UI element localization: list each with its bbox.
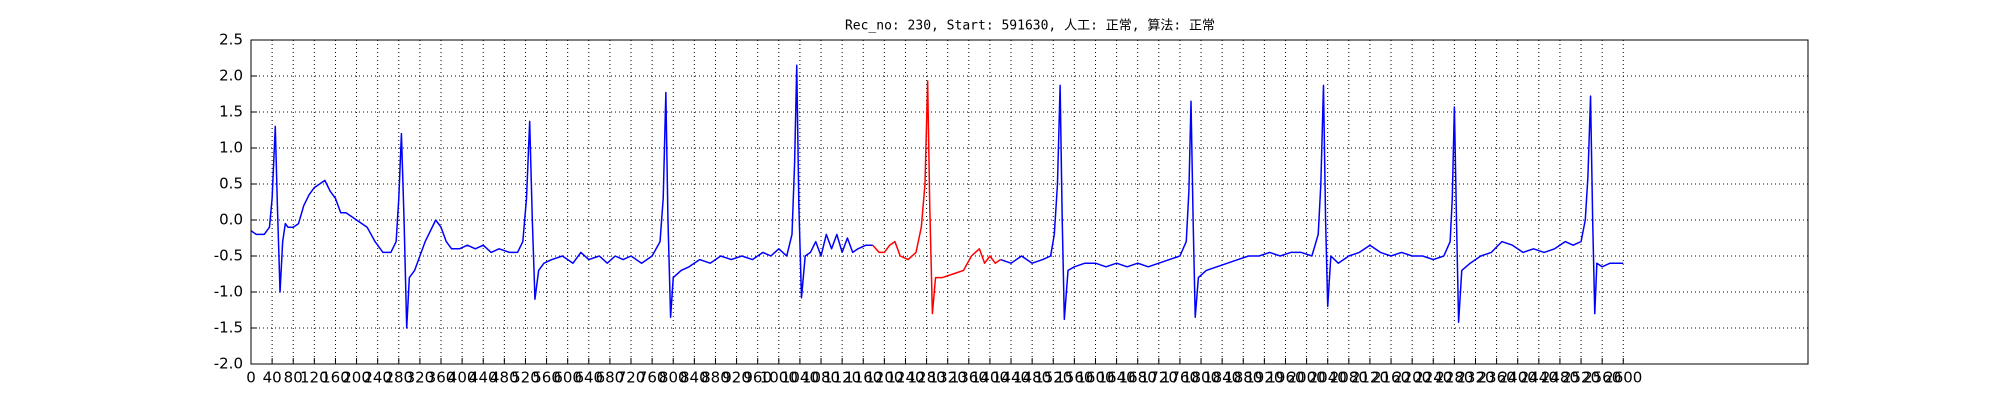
x-tick-label: 880: [701, 369, 730, 387]
y-tick-label: 2.5: [219, 31, 243, 49]
x-tick-label: 1960: [1266, 369, 1304, 387]
x-tick-label: 240: [363, 369, 392, 387]
x-tick-label: 2360: [1478, 369, 1516, 387]
x-tick-label: 840: [680, 369, 709, 387]
x-tick-label: 400: [448, 369, 477, 387]
y-tick-label: -2.0: [214, 355, 243, 373]
x-tick-label: 1360: [950, 369, 988, 387]
x-tick-label: 1160: [844, 369, 882, 387]
x-tick-label: 1520: [1034, 369, 1072, 387]
y-tick-label: 1.5: [219, 103, 243, 121]
x-tick-label: 2400: [1499, 369, 1537, 387]
x-tick-label: 1880: [1224, 369, 1262, 387]
x-tick-label: 1400: [971, 369, 1009, 387]
signal-line: [250, 64, 1624, 329]
chart-title: Rec_no: 230, Start: 591630, 人工: 正常, 算法: …: [845, 19, 1215, 34]
x-tick-label: 2200: [1393, 369, 1431, 387]
x-tick-label: 760: [638, 369, 667, 387]
x-tick-label: 320: [406, 369, 435, 387]
y-tick-label: 2.0: [219, 67, 243, 85]
x-tick-label: 2120: [1351, 369, 1389, 387]
y-tick-label: -0.5: [214, 247, 243, 265]
x-tick-label: 0: [246, 369, 256, 387]
x-tick-label: 40: [263, 369, 282, 387]
x-tick-label: 2320: [1456, 369, 1494, 387]
x-tick-label: 1680: [1119, 369, 1157, 387]
x-tick-label: 1120: [823, 369, 861, 387]
x-tick-label: 200: [342, 369, 371, 387]
x-tick-label: 1000: [760, 369, 798, 387]
x-tick-label: 1320: [929, 369, 967, 387]
x-tick-label: 680: [596, 369, 625, 387]
x-tick-label: 2280: [1435, 369, 1473, 387]
x-tick-label: 2560: [1583, 369, 1621, 387]
x-tick-label: 960: [743, 369, 772, 387]
x-tick-label: 1560: [1055, 369, 1093, 387]
x-tick-label: 1720: [1140, 369, 1178, 387]
x-tick-label: 560: [532, 369, 561, 387]
x-tick-label: 120: [300, 369, 329, 387]
y-tick-label: -1.0: [214, 283, 243, 301]
y-tick-label: 0.5: [219, 175, 243, 193]
x-tick-label: 1760: [1161, 369, 1199, 387]
plot-frame: [250, 39, 1809, 365]
x-tick-label: 2000: [1287, 369, 1325, 387]
x-tick-label: 1600: [1076, 369, 1114, 387]
x-tick-label: 640: [574, 369, 603, 387]
y-tick-label: 0.0: [219, 211, 243, 229]
x-tick-label: 480: [490, 369, 519, 387]
x-tick-label: 520: [511, 369, 540, 387]
x-tick-label: 1920: [1245, 369, 1283, 387]
x-tick-label: 1840: [1203, 369, 1241, 387]
x-tick-label: 1440: [992, 369, 1030, 387]
x-tick-label: 1040: [781, 369, 819, 387]
x-tick-label: 2440: [1520, 369, 1558, 387]
x-tick-label: 1280: [907, 369, 945, 387]
x-tick-label: 1800: [1182, 369, 1220, 387]
x-tick-label: 2520: [1562, 369, 1600, 387]
signal-line: [872, 80, 1001, 315]
x-tick-label: 360: [427, 369, 456, 387]
x-tick-label: 1640: [1097, 369, 1135, 387]
x-tick-label: 1480: [1013, 369, 1051, 387]
x-tick-label: 2160: [1372, 369, 1410, 387]
x-tick-label: 600: [553, 369, 582, 387]
x-tick-label: 280: [384, 369, 413, 387]
x-tick-label: 2240: [1414, 369, 1452, 387]
y-tick-label: 1.0: [219, 139, 243, 157]
x-tick-label: 1200: [865, 369, 903, 387]
x-tick-label: 2480: [1541, 369, 1579, 387]
y-tick-label: -1.5: [214, 319, 243, 337]
x-tick-label: 2080: [1330, 369, 1368, 387]
x-tick-label: 2040: [1309, 369, 1347, 387]
x-tick-label: 1080: [802, 369, 840, 387]
x-tick-label: 1240: [886, 369, 924, 387]
x-tick-label: 160: [321, 369, 350, 387]
x-tick-label: 720: [617, 369, 646, 387]
x-tick-label: 2600: [1604, 369, 1642, 387]
x-tick-label: 920: [722, 369, 751, 387]
x-tick-label: 80: [284, 369, 303, 387]
x-tick-label: 800: [659, 369, 688, 387]
x-tick-label: 440: [469, 369, 498, 387]
